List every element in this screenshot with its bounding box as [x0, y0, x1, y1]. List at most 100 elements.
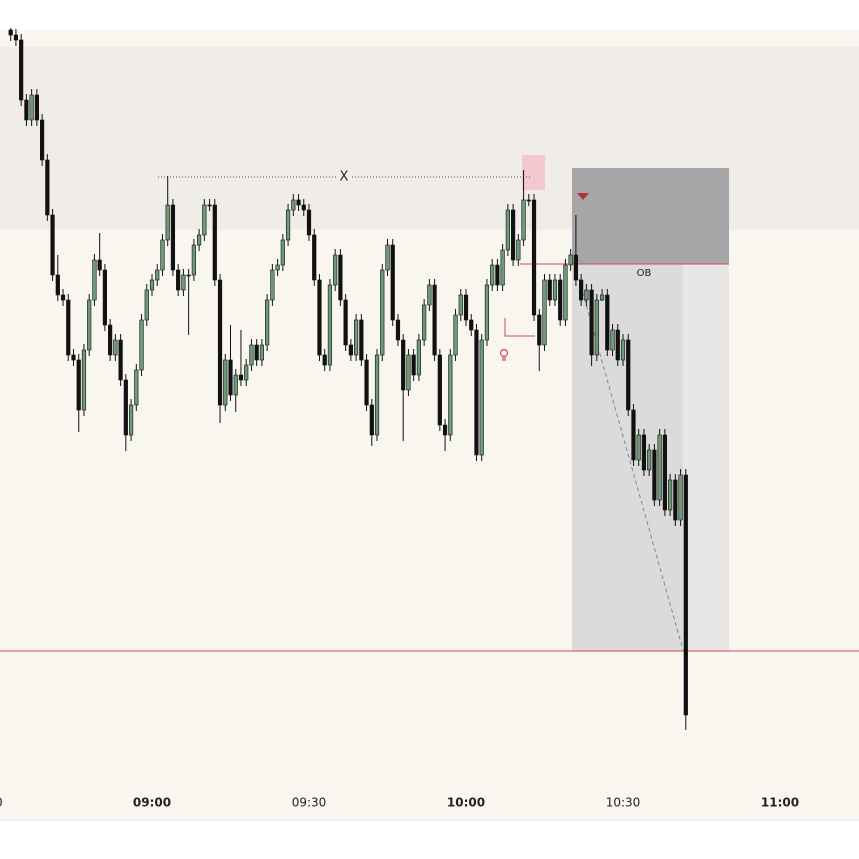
candle-body: [191, 244, 196, 276]
candle-body: [60, 294, 66, 301]
candle-body: [238, 374, 244, 381]
target-zone-ext: [683, 264, 729, 651]
candle-body: [296, 199, 301, 206]
candle-body: [364, 359, 369, 406]
candle-body: [212, 204, 217, 281]
candle-body: [406, 354, 411, 391]
candle-body: [81, 349, 87, 411]
candle-body: [39, 119, 45, 161]
candle-body: [97, 259, 102, 271]
candle-body: [662, 434, 667, 511]
candle-body: [343, 299, 348, 346]
candle-body: [495, 264, 500, 286]
candle-body: [667, 479, 673, 511]
candle-body: [306, 209, 312, 236]
candle-body: [102, 269, 107, 326]
candle-body: [510, 209, 516, 261]
candle-body: [160, 239, 165, 271]
candle-body: [34, 94, 39, 121]
x-tick-label: 10:00: [447, 796, 485, 810]
candle-body: [333, 254, 338, 286]
candle-body: [45, 159, 50, 216]
candle-body: [249, 344, 254, 366]
candle-body: [521, 199, 526, 241]
candle-body: [401, 339, 406, 391]
candle-body: [134, 369, 139, 406]
candle-body: [615, 329, 620, 361]
candle-body: [552, 279, 558, 301]
range-band: [0, 47, 859, 230]
candle-body: [55, 274, 60, 296]
candle-body: [594, 299, 599, 356]
candle-body: [458, 294, 463, 316]
candle-body: [71, 354, 76, 361]
candle-body: [233, 374, 238, 396]
candle-body: [395, 319, 401, 341]
candle-body: [353, 319, 359, 356]
candle-body: [259, 344, 265, 361]
candle-body: [13, 34, 19, 41]
candle-body: [432, 284, 437, 356]
candle-body: [416, 339, 422, 376]
candle-body: [265, 299, 270, 346]
candle-body: [197, 234, 202, 246]
candle-body: [217, 279, 223, 406]
x-tick-label: 10:30: [606, 796, 641, 810]
candle-body: [442, 424, 448, 436]
candle-body: [285, 209, 291, 241]
candle-body: [484, 284, 490, 341]
candle-body: [647, 449, 652, 471]
candle-body: [76, 359, 81, 411]
candle-body: [128, 404, 134, 436]
level-label: X: [340, 170, 349, 185]
candle-body: [244, 364, 249, 381]
candle-body: [108, 324, 113, 356]
candle-body: [327, 284, 333, 366]
candles: [8, 28, 688, 730]
candle-body: [678, 474, 683, 521]
candle-body: [291, 199, 296, 211]
candle-body: [422, 304, 427, 341]
candle-body: [516, 239, 521, 261]
candle-body: [113, 339, 118, 356]
candle-body: [92, 259, 97, 301]
candle-body: [317, 279, 322, 356]
candle-body: [139, 319, 144, 371]
candle-body: [170, 204, 176, 271]
candle-body: [599, 294, 605, 301]
candle-body: [573, 254, 578, 281]
order-block: [572, 168, 729, 264]
candle-body: [526, 199, 531, 202]
candle-body: [186, 274, 191, 277]
candle-body: [448, 354, 453, 436]
candle-body: [301, 204, 306, 211]
candle-body: [118, 339, 123, 381]
candle-body: [29, 94, 34, 121]
candle-body: [8, 29, 13, 36]
candle-body: [228, 359, 233, 396]
candle-body: [463, 294, 469, 321]
candle-body: [673, 479, 678, 521]
candle-body: [579, 279, 584, 301]
candle-body: [390, 244, 395, 321]
candle-body: [537, 314, 542, 346]
candle-body: [369, 404, 374, 436]
candle-body: [547, 279, 552, 301]
candle-body: [385, 244, 390, 271]
candle-body: [490, 264, 495, 286]
candle-body: [176, 269, 181, 291]
candle-body: [474, 329, 479, 456]
candle-body: [610, 329, 615, 351]
candle-body: [380, 269, 385, 356]
candle-body: [181, 274, 186, 291]
sweep-box: [522, 155, 545, 190]
candle-body: [626, 339, 631, 411]
candle-body: [453, 314, 458, 356]
candle-body: [338, 254, 343, 301]
candle-body: [123, 379, 128, 436]
candle-body: [149, 279, 155, 291]
candle-body: [275, 264, 280, 271]
candle-body: [155, 269, 160, 281]
down-marker: [577, 193, 589, 200]
